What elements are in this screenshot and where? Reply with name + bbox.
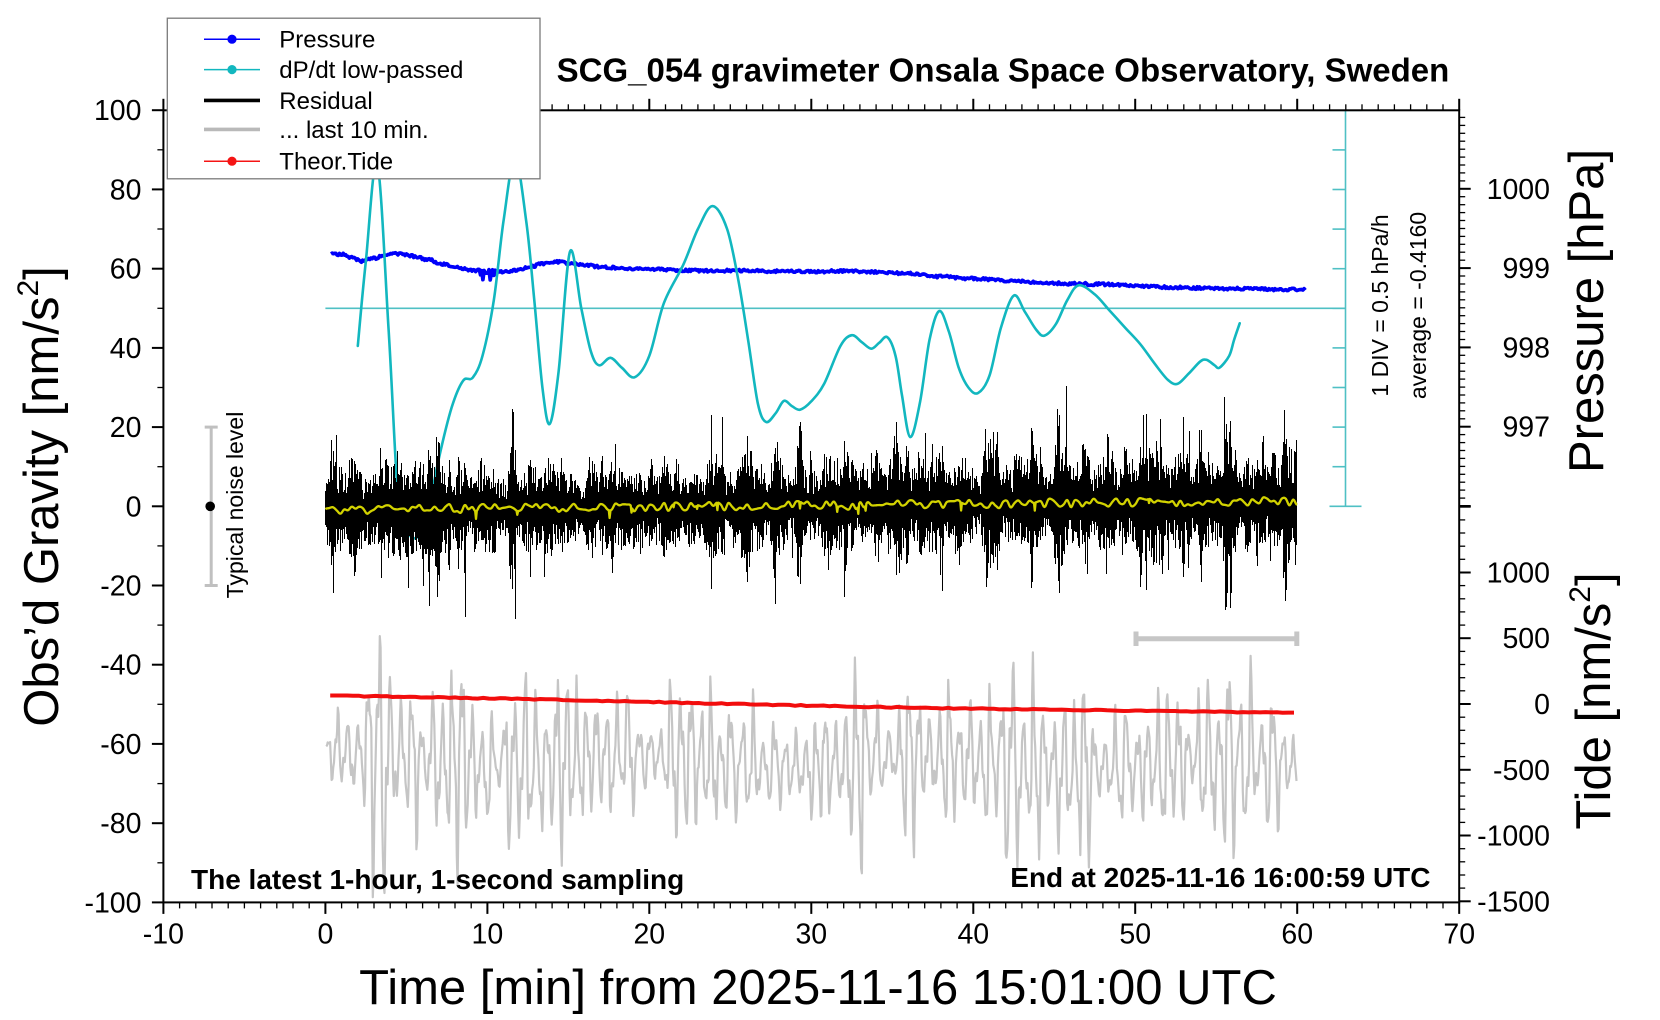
svg-text:The latest 1-hour, 1-second sa: The latest 1-hour, 1-second sampling <box>191 864 684 895</box>
svg-text:60: 60 <box>1281 919 1313 951</box>
svg-text:0: 0 <box>317 919 333 951</box>
svg-text:Obs’d Gravity [nm/s2]: Obs’d Gravity [nm/s2] <box>12 266 69 727</box>
svg-text:30: 30 <box>795 919 827 951</box>
svg-text:-10: -10 <box>143 919 184 951</box>
svg-text:Pressure [hPa]: Pressure [hPa] <box>1560 149 1614 473</box>
svg-text:1 DIV = 0.5 hPa/h: 1 DIV = 0.5 hPa/h <box>1367 214 1393 396</box>
svg-text:Time [min] from 2025-11-16 15:: Time [min] from 2025-11-16 15:01:00 UTC <box>359 961 1277 1015</box>
svg-text:20: 20 <box>633 919 665 951</box>
svg-text:-100: -100 <box>84 887 141 919</box>
svg-text:60: 60 <box>110 254 142 286</box>
svg-text:0: 0 <box>1534 689 1550 721</box>
svg-text:Tide [nm/s2]: Tide [nm/s2] <box>1564 572 1621 829</box>
svg-text:dP/dt low-passed: dP/dt low-passed <box>279 57 463 84</box>
svg-text:Typical noise level: Typical noise level <box>222 412 248 599</box>
svg-text:40: 40 <box>110 333 142 365</box>
svg-text:999: 999 <box>1502 253 1550 285</box>
svg-text:End at 2025-11-16 16:00:59 UTC: End at 2025-11-16 16:00:59 UTC <box>1010 862 1430 893</box>
svg-text:10: 10 <box>472 919 504 951</box>
svg-text:997: 997 <box>1502 412 1550 444</box>
svg-text:998: 998 <box>1502 332 1550 364</box>
svg-text:0: 0 <box>126 491 142 523</box>
svg-text:-80: -80 <box>100 808 141 840</box>
svg-text:1000: 1000 <box>1487 558 1550 590</box>
svg-text:20: 20 <box>110 412 142 444</box>
svg-text:-1500: -1500 <box>1477 886 1550 918</box>
svg-text:Theor.Tide: Theor.Tide <box>279 149 393 176</box>
svg-text:-20: -20 <box>100 571 141 603</box>
svg-text:-40: -40 <box>100 650 141 682</box>
svg-text:Pressure: Pressure <box>279 27 375 54</box>
svg-text:average = -0.4160: average = -0.4160 <box>1405 212 1431 399</box>
svg-text:100: 100 <box>94 95 142 127</box>
svg-text:50: 50 <box>1119 919 1151 951</box>
svg-text:70: 70 <box>1443 919 1475 951</box>
svg-text:80: 80 <box>110 174 142 206</box>
svg-text:500: 500 <box>1502 623 1550 655</box>
svg-text:40: 40 <box>957 919 989 951</box>
svg-text:... last 10 min.: ... last 10 min. <box>279 117 428 144</box>
svg-text:1000: 1000 <box>1487 174 1550 206</box>
svg-text:SCG_054 gravimeter Onsala Spac: SCG_054 gravimeter Onsala Space Observat… <box>557 52 1450 89</box>
svg-text:Residual: Residual <box>279 88 372 115</box>
svg-text:-60: -60 <box>100 729 141 761</box>
svg-text:-500: -500 <box>1493 755 1550 787</box>
svg-text:-1000: -1000 <box>1477 821 1550 853</box>
